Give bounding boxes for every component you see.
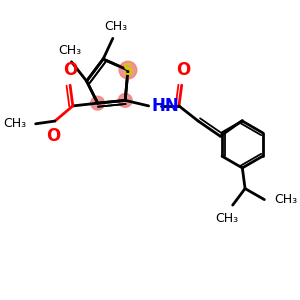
Text: CH₃: CH₃ (104, 20, 127, 33)
Text: O: O (63, 61, 77, 79)
Text: O: O (46, 127, 61, 145)
Text: O: O (176, 61, 190, 79)
Text: CH₃: CH₃ (216, 212, 239, 225)
Text: CH₃: CH₃ (58, 44, 82, 57)
Circle shape (119, 61, 137, 79)
Text: CH₃: CH₃ (3, 117, 26, 130)
Circle shape (91, 96, 104, 110)
Text: CH₃: CH₃ (274, 193, 297, 206)
Text: S: S (122, 63, 134, 78)
Circle shape (118, 94, 132, 107)
Text: HN: HN (152, 97, 180, 115)
